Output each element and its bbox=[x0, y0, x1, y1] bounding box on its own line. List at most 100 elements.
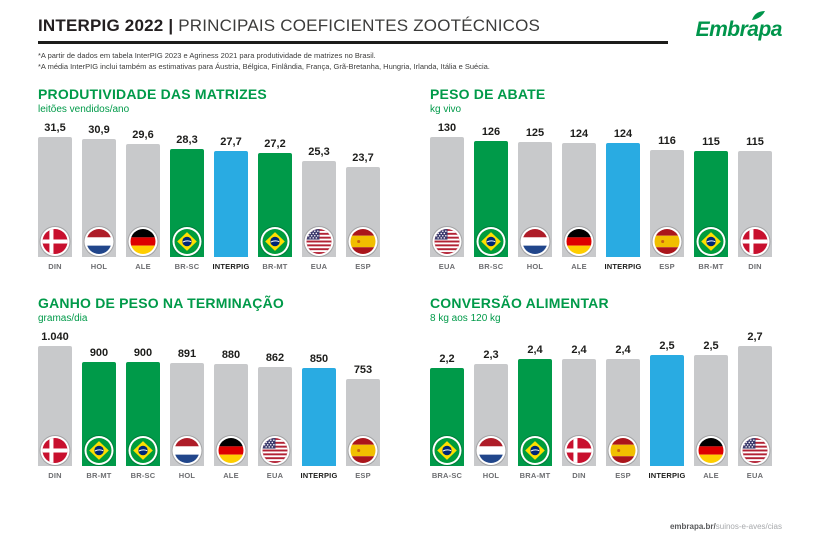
bar-group-hol: 891 HOL bbox=[170, 348, 204, 480]
bar-category-label: BRA-SC bbox=[431, 470, 463, 480]
bar-group-bra-mt: 2,4 BRA-MT bbox=[518, 344, 552, 480]
bar-category-label: DIN bbox=[572, 470, 586, 480]
bar-value-label: 29,6 bbox=[132, 128, 154, 141]
bar-category-label: BR-SC bbox=[130, 470, 156, 480]
bar-group-br-sc: 126 BR-SC bbox=[474, 126, 508, 271]
flag-din-icon bbox=[42, 228, 68, 254]
bar-category-label: ESP bbox=[355, 470, 371, 480]
bar-group-br-sc: 900 BR-SC bbox=[126, 347, 160, 480]
bar-category-label: ESP bbox=[659, 261, 675, 271]
bar-category-label: HOL bbox=[90, 261, 108, 271]
bar-bra-mt bbox=[518, 358, 552, 466]
bar-group-eua: 130 EUA bbox=[430, 122, 464, 271]
bar-category-label: BR-SC bbox=[174, 261, 200, 271]
header: INTERPIG 2022 | PRINCIPAIS COEFICIENTES … bbox=[38, 11, 783, 44]
bar-category-label: HOL bbox=[178, 470, 196, 480]
bar-value-label: 31,5 bbox=[44, 121, 66, 134]
bar-value-label: 2,5 bbox=[659, 339, 675, 352]
bar-group-interpig: 2,5 INTERPIG bbox=[648, 339, 686, 480]
bar-bra-sc bbox=[430, 367, 464, 466]
bar-category-label: HOL bbox=[482, 470, 500, 480]
chart-subtitle: kg vivo bbox=[430, 103, 462, 115]
bar-category-label: BR-MT bbox=[86, 470, 112, 480]
bar-category-label: ALE bbox=[223, 470, 239, 480]
flag-eua-icon bbox=[742, 437, 768, 463]
bar-value-label: 2,3 bbox=[483, 348, 499, 361]
bar-group-esp: 116 ESP bbox=[650, 135, 684, 271]
flag-bra-icon bbox=[174, 228, 200, 254]
bar-value-label: 30,9 bbox=[88, 123, 110, 136]
footnote-line: *A partir de dados em tabela InterPIG 20… bbox=[38, 51, 376, 60]
flag-hol-icon bbox=[522, 228, 548, 254]
flag-esp-icon bbox=[350, 228, 376, 254]
bar-category-label: DIN bbox=[748, 261, 762, 271]
bar-group-br-mt: 900 BR-MT bbox=[82, 347, 116, 480]
bar-br-sc bbox=[474, 140, 508, 257]
bar-hol bbox=[518, 141, 552, 257]
bar-category-label: BR-MT bbox=[262, 261, 288, 271]
flag-ale-icon bbox=[218, 437, 244, 463]
bar-value-label: 115 bbox=[746, 135, 764, 148]
flag-eua-icon bbox=[306, 228, 332, 254]
footnote-line: *A média InterPIG inclui também as estim… bbox=[38, 61, 490, 71]
footer-link[interactable]: embrapa.br/suinos-e-aves/cias bbox=[670, 522, 782, 531]
chart-subtitle: gramas/dia bbox=[38, 312, 88, 324]
bar-value-label: 27,7 bbox=[220, 135, 242, 148]
bar-category-label: BRA-MT bbox=[519, 470, 551, 480]
bar-category-label: EUA bbox=[266, 470, 284, 480]
bar-chart: 1.040 DIN 900 BR-MT 900 BR-SC 891 HOL 880 ALE 862 E… bbox=[38, 331, 390, 480]
bar-category-label: ESP bbox=[355, 261, 371, 271]
bar-category-label: EUA bbox=[438, 261, 456, 271]
bar-group-interpig: 850 INTERPIG bbox=[300, 352, 337, 480]
bar-category-label: EUA bbox=[310, 261, 328, 271]
chart-title: PESO DE ABATE bbox=[430, 85, 546, 102]
bar-value-label: 25,3 bbox=[308, 145, 330, 158]
flag-bra-icon bbox=[478, 228, 504, 254]
bar-category-label: BR-SC bbox=[478, 261, 504, 271]
bar-din bbox=[738, 150, 772, 257]
chart-conversao-alimentar: CONVERSÃO ALIMENTAR 8 kg aos 120 kg 2,2 BRA… bbox=[430, 295, 782, 480]
chart-title: PRODUTIVIDADE DAS MATRIZES bbox=[38, 85, 267, 102]
bar-category-label: INTERPIG bbox=[648, 470, 686, 480]
bar-value-label: 850 bbox=[309, 352, 329, 365]
bar-esp bbox=[606, 358, 640, 466]
flag-bra-icon bbox=[262, 228, 288, 254]
bar-value-label: 862 bbox=[265, 351, 285, 364]
bar-group-hol: 125 HOL bbox=[518, 127, 552, 271]
bar-group-hol: 2,3 HOL bbox=[474, 349, 508, 480]
bar-category-label: DIN bbox=[48, 470, 62, 480]
flag-esp-icon bbox=[610, 437, 636, 463]
chart-title: GANHO DE PESO NA TERMINAÇÃO bbox=[38, 294, 285, 311]
bar-br-sc bbox=[126, 361, 160, 466]
bar-din bbox=[562, 358, 596, 466]
flag-hol-icon bbox=[86, 228, 112, 254]
flag-ale-icon bbox=[566, 228, 592, 254]
bar-group-bra-sc: 2,2 BRA-SC bbox=[430, 353, 464, 480]
embrapa-logo: Embrapa bbox=[690, 11, 783, 42]
flag-bra-icon bbox=[130, 437, 156, 463]
chart-ganho-de-peso-na-terminacao: GANHO DE PESO NA TERMINAÇÃO gramas/dia 1.0… bbox=[38, 295, 390, 480]
bar-hol bbox=[170, 362, 204, 466]
bar-br-mt bbox=[258, 152, 292, 257]
bar-group-din: 2,4 DIN bbox=[562, 344, 596, 480]
footer-url-bold: embrapa.br/ bbox=[669, 522, 716, 531]
bar-value-label: 130 bbox=[437, 121, 457, 134]
page-title-rest: PRINCIPAIS COEFICIENTES ZOOTÉCNICOS bbox=[173, 16, 541, 35]
bar-category-label: INTERPIG bbox=[604, 261, 642, 271]
bar-value-label: 2,4 bbox=[571, 343, 587, 356]
bar-esp bbox=[346, 378, 380, 466]
bar-br-mt bbox=[82, 361, 116, 466]
charts-grid: PRODUTIVIDADE DAS MATRIZES leitões vendid… bbox=[38, 86, 782, 480]
bar-din bbox=[38, 345, 72, 466]
infographic-page: INTERPIG 2022 | PRINCIPAIS COEFICIENTES … bbox=[38, 11, 783, 480]
bar-value-label: 2,2 bbox=[439, 352, 455, 365]
bar-hol bbox=[82, 138, 116, 257]
bar-value-label: 753 bbox=[353, 363, 373, 376]
bar-value-label: 116 bbox=[658, 134, 676, 147]
bar-group-esp: 23,7 ESP bbox=[346, 152, 380, 271]
bar-group-hol: 30,9 HOL bbox=[82, 124, 116, 271]
footnotes: *A partir de dados em tabela InterPIG 20… bbox=[38, 51, 782, 73]
bar-group-din: 1.040 DIN bbox=[38, 331, 72, 480]
flag-ale-icon bbox=[130, 228, 156, 254]
bar-category-label: ALE bbox=[135, 261, 151, 271]
